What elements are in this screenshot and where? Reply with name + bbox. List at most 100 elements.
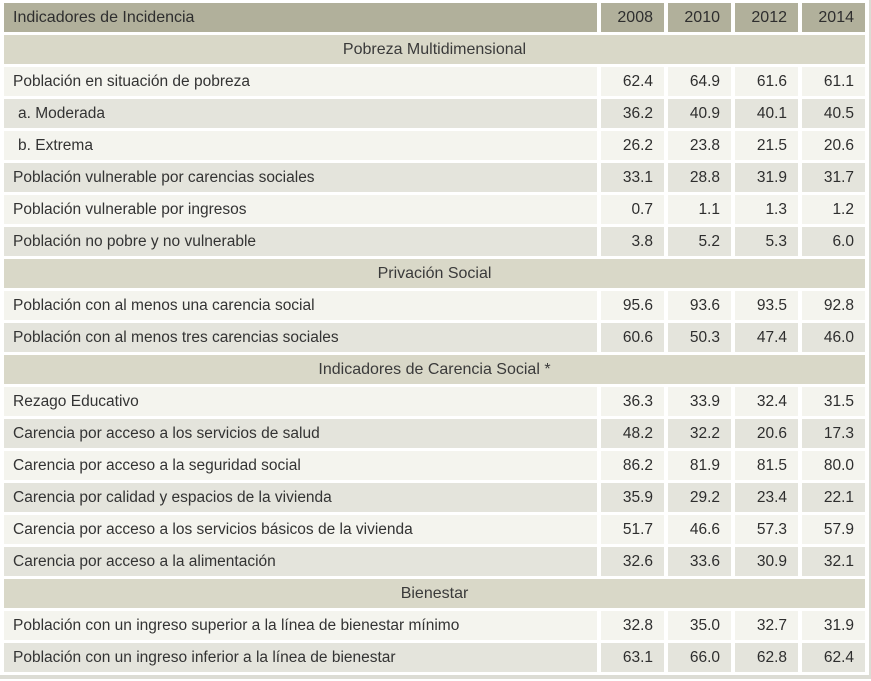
row-value: 47.4 bbox=[735, 323, 798, 352]
row-value: 32.7 bbox=[735, 611, 798, 640]
row-value: 5.3 bbox=[735, 227, 798, 256]
row-value: 81.5 bbox=[735, 451, 798, 480]
year-column-header: 2014 bbox=[802, 3, 865, 32]
row-label: Carencia por calidad y espacios de la vi… bbox=[4, 483, 597, 512]
row-value: 61.6 bbox=[735, 67, 798, 96]
row-label: a. Moderada bbox=[4, 99, 597, 128]
row-value: 5.2 bbox=[668, 227, 731, 256]
row-value: 31.5 bbox=[802, 387, 865, 416]
row-value: 32.2 bbox=[668, 419, 731, 448]
row-value: 21.5 bbox=[735, 131, 798, 160]
row-value: 23.8 bbox=[668, 131, 731, 160]
row-value: 33.9 bbox=[668, 387, 731, 416]
row-value: 28.8 bbox=[668, 163, 731, 192]
year-column-header: 2012 bbox=[735, 3, 798, 32]
table-row: Rezago Educativo 36.3 33.9 32.4 31.5 bbox=[4, 387, 865, 416]
row-value: 35.9 bbox=[601, 483, 664, 512]
row-value: 36.3 bbox=[601, 387, 664, 416]
row-value: 30.9 bbox=[735, 547, 798, 576]
row-value: 29.2 bbox=[668, 483, 731, 512]
row-value: 36.2 bbox=[601, 99, 664, 128]
row-value: 33.6 bbox=[668, 547, 731, 576]
row-value: 40.5 bbox=[802, 99, 865, 128]
row-value: 62.4 bbox=[802, 643, 865, 672]
row-value: 62.8 bbox=[735, 643, 798, 672]
row-value: 32.1 bbox=[802, 547, 865, 576]
row-value: 0.7 bbox=[601, 195, 664, 224]
row-value: 62.4 bbox=[601, 67, 664, 96]
row-value: 40.9 bbox=[668, 99, 731, 128]
row-label: Población no pobre y no vulnerable bbox=[4, 227, 597, 256]
table-title: Indicadores de Incidencia bbox=[4, 3, 597, 32]
row-label: Población con al menos una carencia soci… bbox=[4, 291, 597, 320]
row-value: 66.0 bbox=[668, 643, 731, 672]
table-row: b. Extrema 26.2 23.8 21.5 20.6 bbox=[4, 131, 865, 160]
row-value: 86.2 bbox=[601, 451, 664, 480]
row-value: 93.5 bbox=[735, 291, 798, 320]
section-header-row: Pobreza Multidimensional bbox=[4, 35, 865, 64]
row-value: 1.3 bbox=[735, 195, 798, 224]
table-body: Pobreza Multidimensional Población en sit… bbox=[4, 35, 865, 672]
table-row: Población con un ingreso superior a la l… bbox=[4, 611, 865, 640]
row-value: 31.9 bbox=[735, 163, 798, 192]
row-label: Población con un ingreso superior a la l… bbox=[4, 611, 597, 640]
row-label: Población en situación de pobreza bbox=[4, 67, 597, 96]
section-title: Indicadores de Carencia Social * bbox=[4, 355, 865, 384]
row-value: 64.9 bbox=[668, 67, 731, 96]
row-value: 1.1 bbox=[668, 195, 731, 224]
row-value: 3.8 bbox=[601, 227, 664, 256]
table-row: Carencia por acceso a los servicios bási… bbox=[4, 515, 865, 544]
row-label: Población con un ingreso inferior a la l… bbox=[4, 643, 597, 672]
table-row: a. Moderada 36.2 40.9 40.1 40.5 bbox=[4, 99, 865, 128]
row-value: 26.2 bbox=[601, 131, 664, 160]
row-value: 22.1 bbox=[802, 483, 865, 512]
year-column-header: 2010 bbox=[668, 3, 731, 32]
row-label: Carencia por acceso a la seguridad socia… bbox=[4, 451, 597, 480]
row-value: 40.1 bbox=[735, 99, 798, 128]
row-label: Carencia por acceso a los servicios bási… bbox=[4, 515, 597, 544]
row-value: 17.3 bbox=[802, 419, 865, 448]
table-row: Carencia por acceso a la alimentación 32.… bbox=[4, 547, 865, 576]
row-value: 46.0 bbox=[802, 323, 865, 352]
table-row: Población vulnerable por carencias socia… bbox=[4, 163, 865, 192]
row-value: 46.6 bbox=[668, 515, 731, 544]
row-value: 32.8 bbox=[601, 611, 664, 640]
row-value: 92.8 bbox=[802, 291, 865, 320]
section-header-row: Indicadores de Carencia Social * bbox=[4, 355, 865, 384]
table-row: Población vulnerable por ingresos 0.7 1.1 1… bbox=[4, 195, 865, 224]
row-label: Rezago Educativo bbox=[4, 387, 597, 416]
row-label: Carencia por acceso a los servicios de s… bbox=[4, 419, 597, 448]
row-value: 35.0 bbox=[668, 611, 731, 640]
row-value: 20.6 bbox=[735, 419, 798, 448]
table-row: Carencia por calidad y espacios de la vi… bbox=[4, 483, 865, 512]
section-title: Pobreza Multidimensional bbox=[4, 35, 865, 64]
row-value: 95.6 bbox=[601, 291, 664, 320]
year-column-header: 2008 bbox=[601, 3, 664, 32]
row-value: 20.6 bbox=[802, 131, 865, 160]
row-value: 32.4 bbox=[735, 387, 798, 416]
row-value: 81.9 bbox=[668, 451, 731, 480]
section-title: Privación Social bbox=[4, 259, 865, 288]
row-label: Población vulnerable por ingresos bbox=[4, 195, 597, 224]
row-label: Carencia por acceso a la alimentación bbox=[4, 547, 597, 576]
row-value: 51.7 bbox=[601, 515, 664, 544]
row-value: 80.0 bbox=[802, 451, 865, 480]
row-value: 31.9 bbox=[802, 611, 865, 640]
table-row: Población con un ingreso inferior a la l… bbox=[4, 643, 865, 672]
row-value: 57.3 bbox=[735, 515, 798, 544]
row-value: 48.2 bbox=[601, 419, 664, 448]
row-value: 1.2 bbox=[802, 195, 865, 224]
row-label: Población con al menos tres carencias so… bbox=[4, 323, 597, 352]
table-row: Población no pobre y no vulnerable 3.8 5.2… bbox=[4, 227, 865, 256]
section-header-row: Bienestar bbox=[4, 579, 865, 608]
table-row: Población con al menos una carencia soci… bbox=[4, 291, 865, 320]
row-value: 23.4 bbox=[735, 483, 798, 512]
row-value: 63.1 bbox=[601, 643, 664, 672]
row-value: 61.1 bbox=[802, 67, 865, 96]
row-value: 6.0 bbox=[802, 227, 865, 256]
row-label: Población vulnerable por carencias socia… bbox=[4, 163, 597, 192]
table-row: Carencia por acceso a la seguridad socia… bbox=[4, 451, 865, 480]
row-value: 33.1 bbox=[601, 163, 664, 192]
